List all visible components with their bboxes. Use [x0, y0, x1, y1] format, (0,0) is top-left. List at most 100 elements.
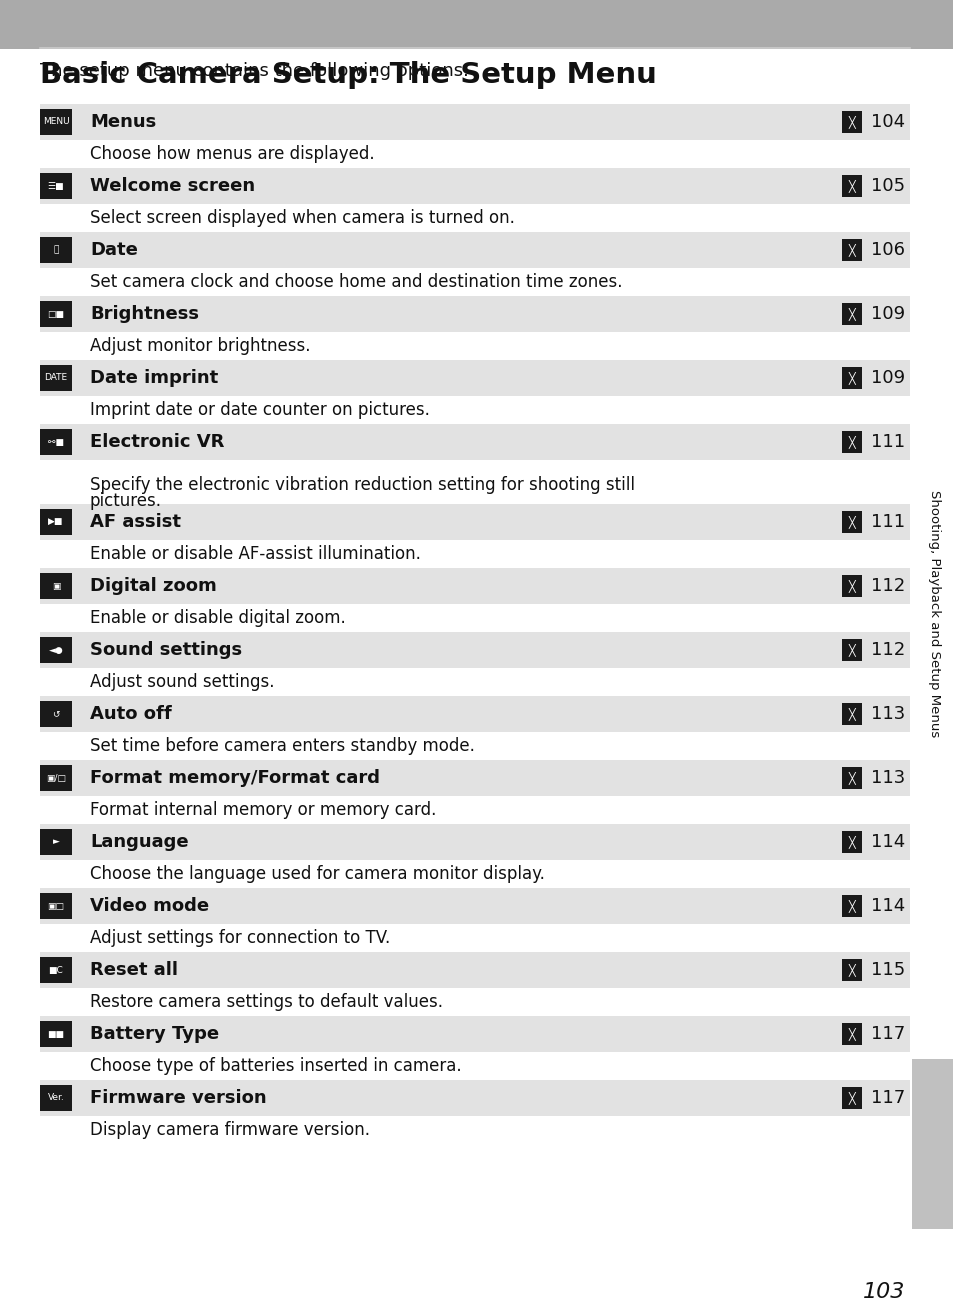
Bar	[40, 732, 909, 759]
Text: ▣: ▣	[51, 582, 60, 590]
Text: 106: 106	[870, 240, 904, 259]
Text: Adjust sound settings.: Adjust sound settings.	[90, 673, 274, 691]
Text: Choose the language used for camera monitor display.: Choose the language used for camera moni…	[90, 865, 544, 883]
Bar	[40, 540, 909, 568]
Bar	[40, 765, 71, 791]
Text: ■■: ■■	[48, 1029, 65, 1038]
Bar	[40, 109, 71, 135]
Text: Sound settings: Sound settings	[90, 641, 242, 660]
Bar	[841, 1087, 862, 1109]
Text: Display camera firmware version.: Display camera firmware version.	[90, 1121, 370, 1139]
Text: ▣□: ▣□	[48, 901, 65, 911]
Bar	[40, 604, 909, 632]
Bar	[841, 959, 862, 982]
Bar	[841, 767, 862, 788]
Bar	[40, 829, 71, 855]
Text: AF assist: AF assist	[90, 512, 181, 531]
Text: 115: 115	[870, 961, 904, 979]
Text: 104: 104	[870, 113, 904, 131]
Text: Adjust settings for connection to TV.: Adjust settings for connection to TV.	[90, 929, 390, 947]
Bar	[40, 573, 71, 599]
Bar	[841, 304, 862, 325]
Bar	[841, 895, 862, 917]
Bar	[40, 104, 909, 141]
Bar	[40, 700, 71, 727]
Text: ╳: ╳	[848, 771, 855, 784]
Text: Welcome screen: Welcome screen	[90, 177, 254, 194]
Bar	[40, 296, 909, 332]
Text: 109: 109	[870, 305, 904, 323]
Text: Date: Date	[90, 240, 138, 259]
Text: ╳: ╳	[848, 707, 855, 720]
Text: Battery Type: Battery Type	[90, 1025, 219, 1043]
Bar	[0, 0, 953, 49]
Text: ▣/□: ▣/□	[46, 774, 66, 783]
Text: DATE: DATE	[45, 373, 68, 382]
Bar	[40, 1085, 71, 1112]
Bar	[40, 1016, 909, 1053]
Bar	[40, 360, 909, 396]
Text: Auto off: Auto off	[90, 706, 172, 723]
Bar	[40, 173, 71, 198]
Text: MENU: MENU	[43, 117, 70, 126]
Text: ⧖: ⧖	[53, 246, 59, 255]
Text: ☰■: ☰■	[48, 181, 64, 191]
Bar	[841, 1024, 862, 1045]
Text: Menus: Menus	[90, 113, 156, 131]
Bar	[40, 233, 909, 268]
Text: ╳: ╳	[848, 372, 855, 385]
Text: 111: 111	[870, 512, 904, 531]
Bar	[40, 924, 909, 953]
Text: ╳: ╳	[848, 116, 855, 129]
Bar	[40, 759, 909, 796]
Bar	[40, 237, 71, 263]
Bar	[841, 511, 862, 533]
Text: ⚯■: ⚯■	[48, 438, 64, 447]
Bar	[40, 505, 909, 540]
Bar	[40, 424, 909, 460]
Text: 117: 117	[870, 1089, 904, 1106]
Bar	[40, 632, 909, 668]
Text: Format memory/Format card: Format memory/Format card	[90, 769, 379, 787]
Bar	[40, 204, 909, 233]
Text: 114: 114	[870, 833, 904, 851]
Bar	[40, 509, 71, 535]
Bar	[40, 824, 909, 859]
Text: ╳: ╳	[848, 579, 855, 593]
Bar	[841, 830, 862, 853]
Text: 111: 111	[870, 434, 904, 451]
Text: Specify the electronic vibration reduction setting for shooting still: Specify the electronic vibration reducti…	[90, 477, 635, 494]
Bar	[40, 894, 71, 918]
Bar	[40, 1116, 909, 1144]
Text: 112: 112	[870, 577, 904, 595]
Bar	[841, 639, 862, 661]
Text: Set camera clock and choose home and destination time zones.: Set camera clock and choose home and des…	[90, 273, 622, 290]
Bar	[40, 301, 71, 327]
Text: 113: 113	[870, 706, 904, 723]
Text: ╳: ╳	[848, 307, 855, 321]
Text: Enable or disable AF-assist illumination.: Enable or disable AF-assist illumination…	[90, 545, 420, 562]
Text: Reset all: Reset all	[90, 961, 178, 979]
Text: 112: 112	[870, 641, 904, 660]
Text: ▶■: ▶■	[49, 518, 64, 527]
Text: ╳: ╳	[848, 515, 855, 528]
Bar	[40, 365, 71, 392]
Bar	[40, 696, 909, 732]
Bar	[40, 268, 909, 296]
Bar	[40, 428, 71, 455]
Text: Brightness: Brightness	[90, 305, 199, 323]
Text: ╳: ╳	[848, 644, 855, 657]
Text: ╳: ╳	[848, 435, 855, 448]
Text: 117: 117	[870, 1025, 904, 1043]
Bar	[40, 957, 71, 983]
Bar	[841, 367, 862, 389]
Text: Format internal memory or memory card.: Format internal memory or memory card.	[90, 802, 436, 819]
Text: ╳: ╳	[848, 836, 855, 849]
Text: ╳: ╳	[848, 963, 855, 976]
Text: Ver.: Ver.	[48, 1093, 64, 1102]
Bar	[40, 988, 909, 1016]
Bar	[40, 141, 909, 168]
Bar	[841, 576, 862, 597]
Text: Choose type of batteries inserted in camera.: Choose type of batteries inserted in cam…	[90, 1056, 461, 1075]
Text: The setup menu contains the following options.: The setup menu contains the following op…	[40, 62, 468, 80]
